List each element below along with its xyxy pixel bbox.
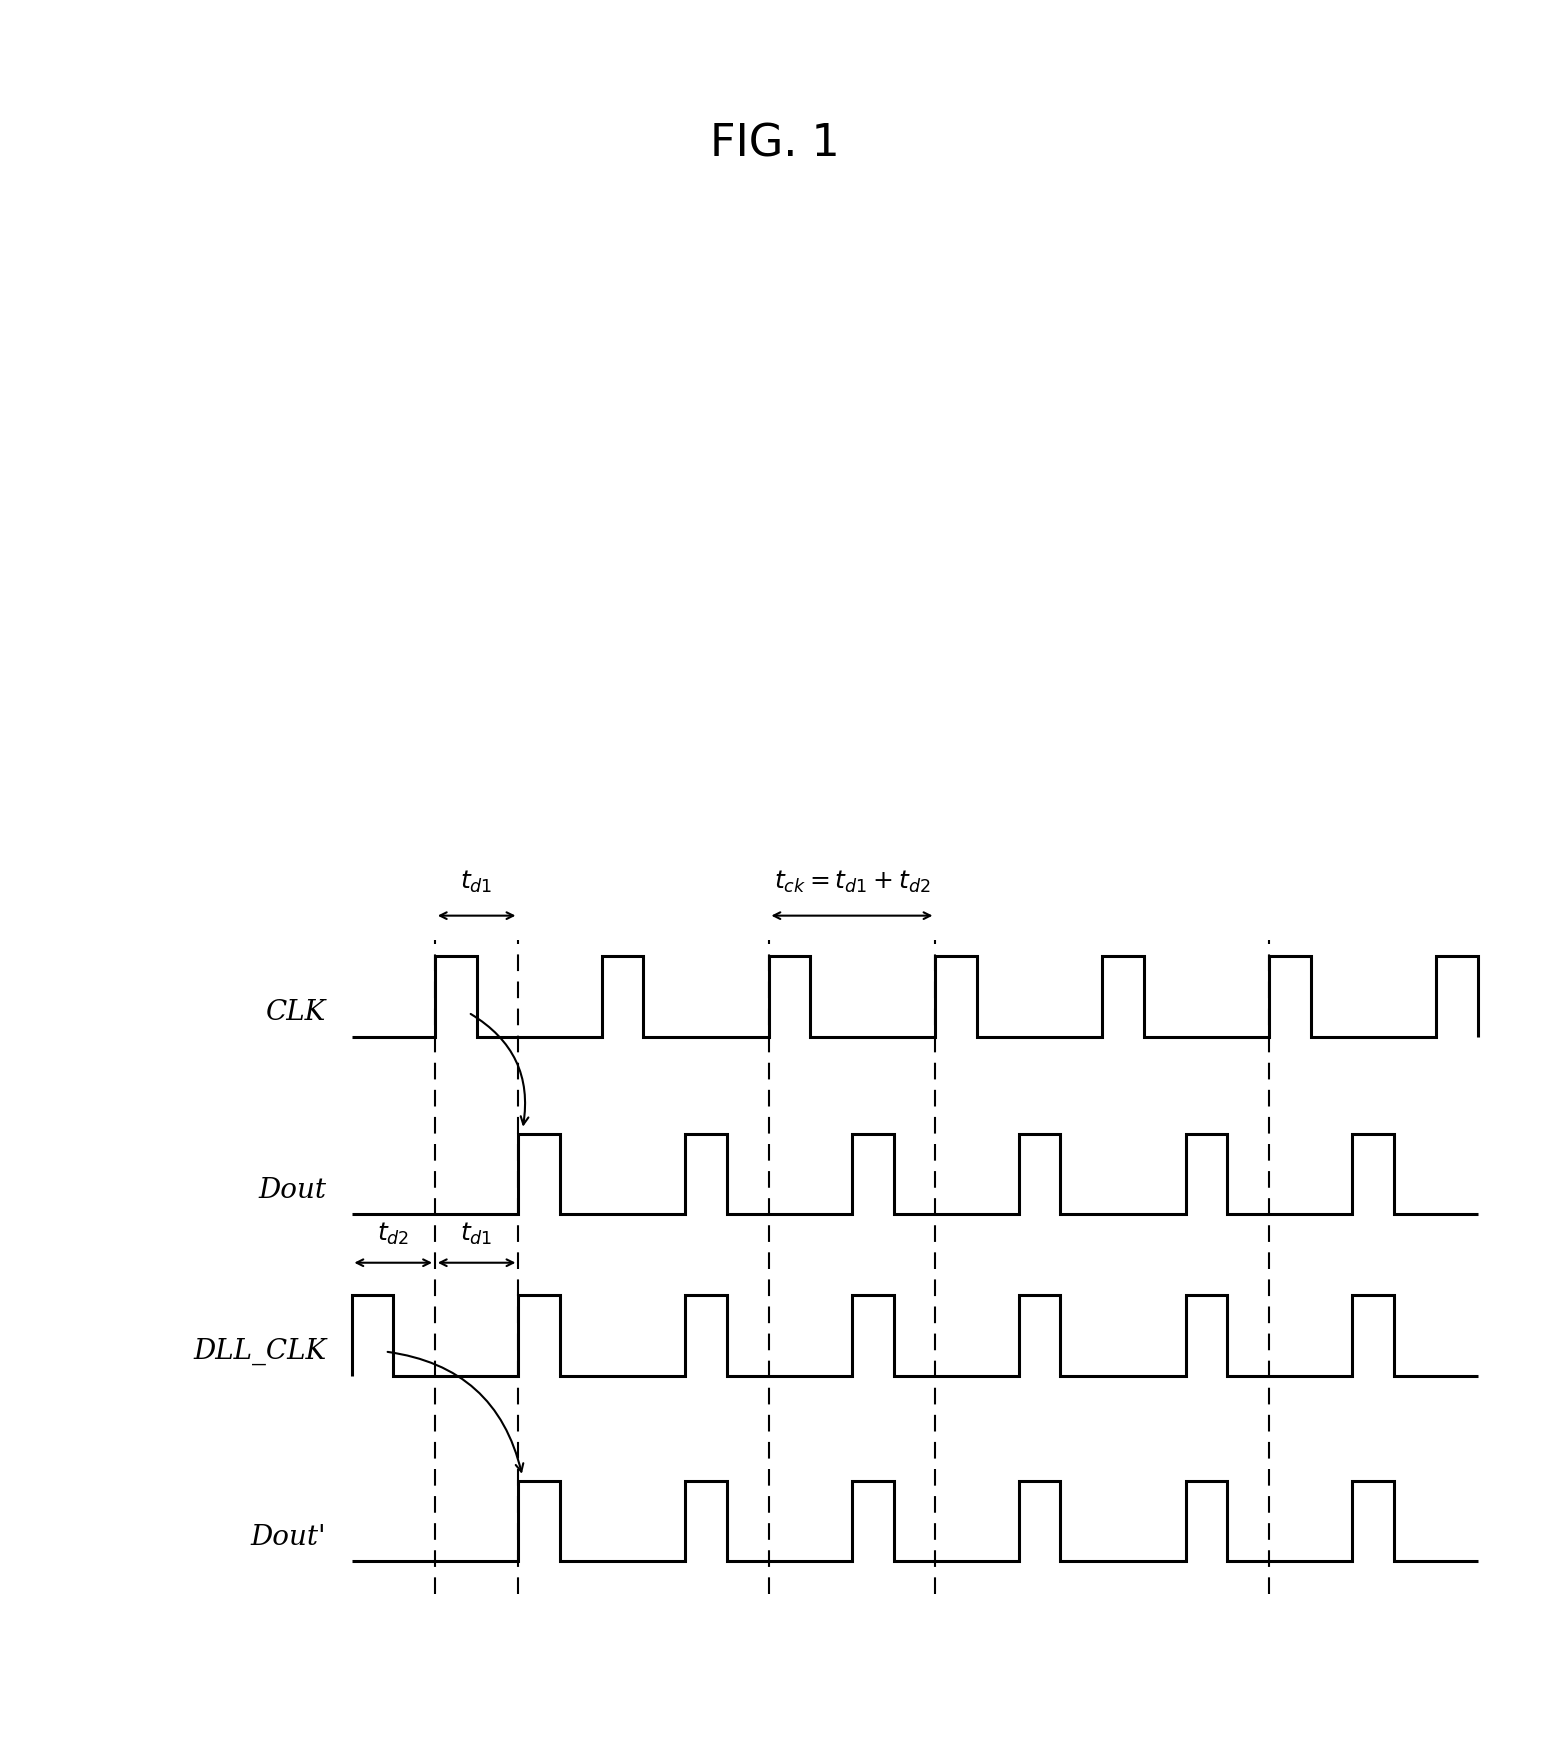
Text: $t_{ck}=t_{d1}+t_{d2}$: $t_{ck}=t_{d1}+t_{d2}$ xyxy=(773,870,931,896)
Text: $t_{d1}$: $t_{d1}$ xyxy=(460,870,493,896)
Text: Dout': Dout' xyxy=(251,1524,327,1551)
Text: DLL_CLK: DLL_CLK xyxy=(194,1338,327,1365)
Text: FIG. 1: FIG. 1 xyxy=(709,123,840,167)
Text: Dout: Dout xyxy=(259,1177,327,1203)
Text: $t_{d2}$: $t_{d2}$ xyxy=(376,1221,409,1247)
Text: CLK: CLK xyxy=(266,1000,327,1026)
Text: $t_{d1}$: $t_{d1}$ xyxy=(460,1221,493,1247)
